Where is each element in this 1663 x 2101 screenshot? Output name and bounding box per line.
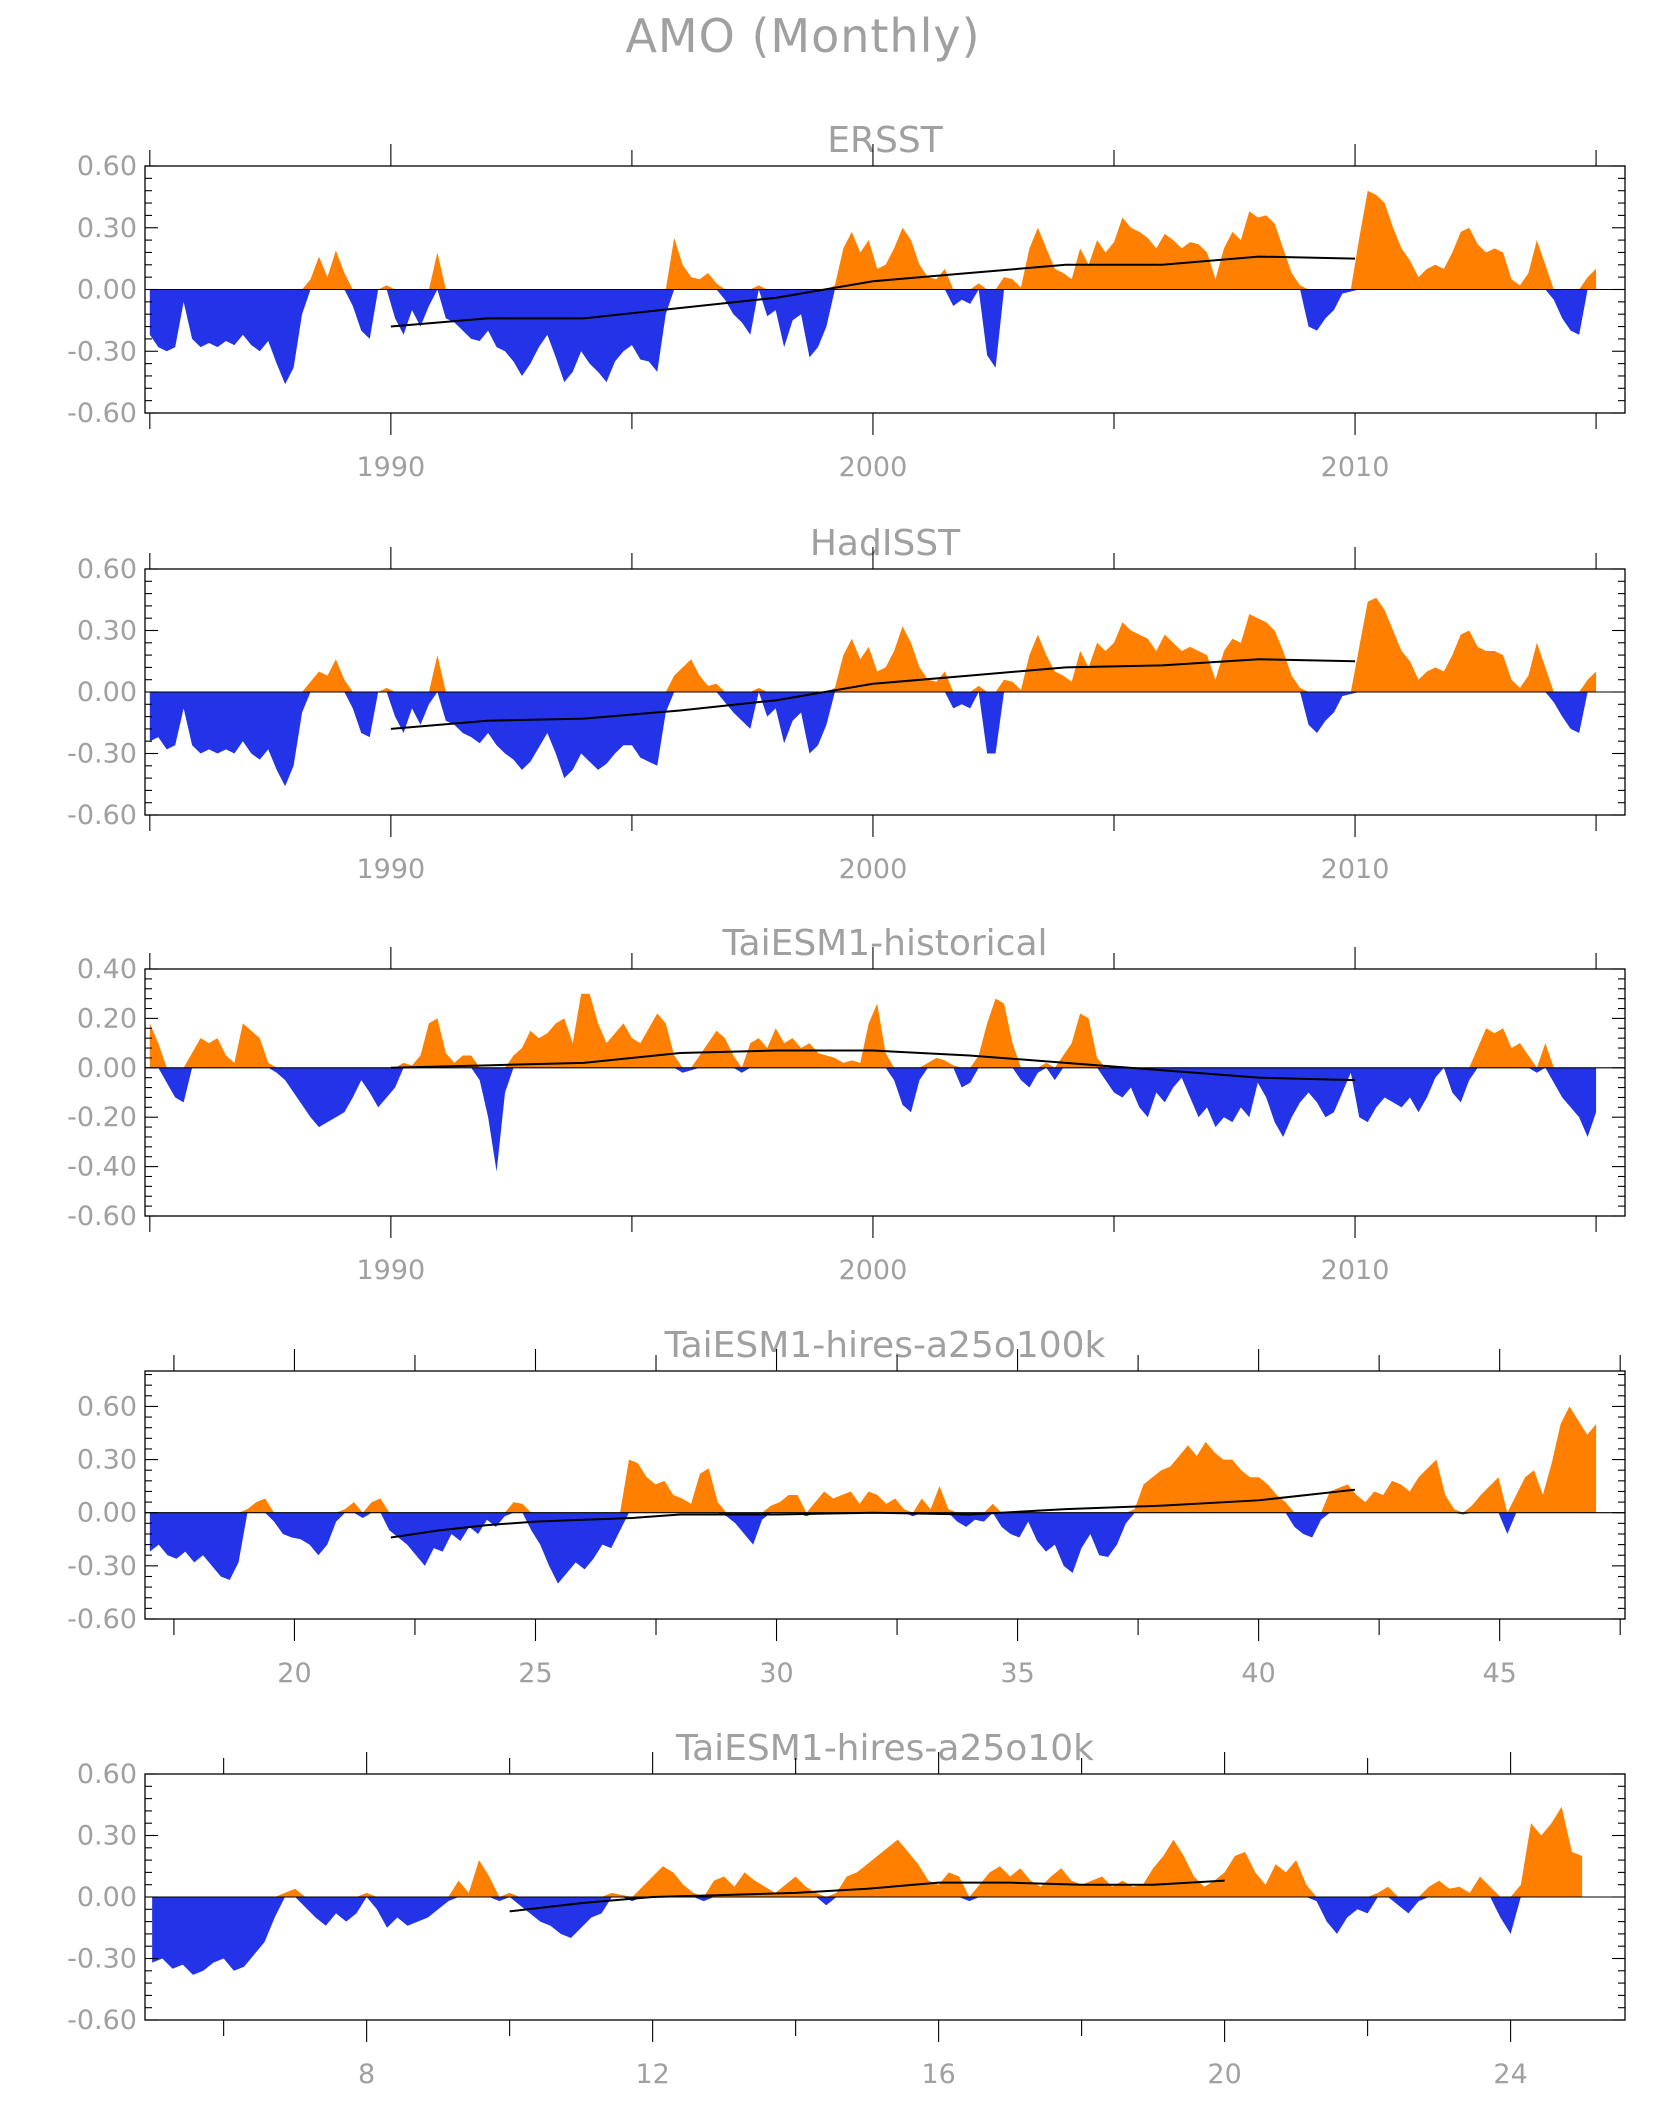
y-tick-label: -0.30: [67, 336, 137, 367]
positive-anomaly-area: [152, 1806, 1583, 1897]
y-tick-label: -0.60: [67, 800, 137, 831]
chart-panel-2: HadISST -0.60 -0.30 0.00 0.30 0.60 1990 2000 201…: [67, 523, 1626, 885]
panel-title: TaiESM1-historical: [721, 923, 1047, 964]
y-tick-label: 0.40: [77, 954, 137, 985]
x-tick-label: 45: [1482, 1658, 1516, 1689]
y-tick-label: 0.00: [77, 275, 137, 306]
y-tick-label: 0.30: [77, 1445, 137, 1476]
panel-title: ERSST: [827, 120, 943, 161]
y-tick-label: 0.60: [77, 1391, 137, 1422]
positive-anomaly-area: [149, 993, 1597, 1068]
y-tick-label: -0.60: [67, 398, 137, 429]
negative-anomaly-area: [149, 1067, 1597, 1172]
x-tick-label: 1990: [357, 1255, 426, 1286]
x-tick-label: 1990: [357, 452, 426, 483]
y-tick-label: -0.30: [67, 1551, 137, 1582]
x-tick-label: 2000: [839, 854, 908, 885]
panel-title: HadISST: [810, 523, 961, 564]
chart-panel-5: TaiESM1-hires-a25o10k -0.60 -0.30 0.00 0.30 0…: [67, 1728, 1626, 2090]
trend-line: [390, 1049, 1356, 1082]
y-tick-label: 0.60: [77, 151, 137, 182]
panel-title: TaiESM1-hires-a25o100k: [664, 1325, 1106, 1366]
y-tick-label: 0.00: [77, 1053, 137, 1084]
y-tick-label: 0.30: [77, 1821, 137, 1852]
positive-anomaly-area: [149, 1406, 1597, 1513]
x-tick-label: 30: [759, 1658, 793, 1689]
y-tick-label: -0.20: [67, 1102, 137, 1133]
x-tick-label: 16: [921, 2059, 955, 2090]
x-tick-label: 35: [1000, 1658, 1034, 1689]
x-tick-label: 8: [358, 2059, 375, 2090]
x-tick-label: 2000: [839, 452, 908, 483]
positive-anomaly-area: [149, 190, 1597, 290]
trend-line: [390, 1488, 1356, 1539]
panel-title: TaiESM1-hires-a25o10k: [675, 1728, 1094, 1769]
plot-frame: [144, 1370, 1626, 1620]
x-tick-label: 2010: [1321, 452, 1390, 483]
trend-line: [509, 1879, 1225, 1913]
y-tick-label: -0.60: [67, 1604, 137, 1635]
x-tick-label: 2010: [1321, 1255, 1390, 1286]
x-tick-label: 1990: [357, 854, 426, 885]
y-tick-label: -0.60: [67, 1201, 137, 1232]
x-tick-label: 20: [1207, 2059, 1241, 2090]
x-tick-label: 2000: [839, 1255, 908, 1286]
x-tick-label: 24: [1493, 2059, 1527, 2090]
y-tick-label: -0.30: [67, 1944, 137, 1975]
y-tick-label: 0.00: [77, 1882, 137, 1913]
y-tick-label: 0.30: [77, 213, 137, 244]
y-tick-label: 0.00: [77, 1498, 137, 1529]
y-tick-label: 0.20: [77, 1003, 137, 1034]
y-tick-label: -0.60: [67, 2005, 137, 2036]
x-tick-label: 40: [1241, 1658, 1275, 1689]
chart-panel-1: ERSST -0.60 -0.30 0.00 0.30 0.60 1990 2000 2010: [67, 120, 1626, 483]
negative-anomaly-area: [149, 1512, 1597, 1584]
x-tick-label: 25: [518, 1658, 552, 1689]
plot-frame: [144, 968, 1626, 1217]
x-tick-label: 12: [635, 2059, 669, 2090]
chart-panel-4: TaiESM1-hires-a25o100k -0.60 -0.30 0.00 0.30…: [67, 1325, 1626, 1689]
chart-panel-3: TaiESM1-historical -0.60 -0.40 -0.20 0.00 0.2…: [67, 923, 1626, 1286]
x-tick-label: 2010: [1321, 854, 1390, 885]
x-tick-label: 20: [277, 1658, 311, 1689]
positive-anomaly-area: [149, 597, 1597, 692]
y-tick-label: 0.00: [77, 677, 137, 708]
trend-line: [390, 658, 1356, 730]
y-tick-label: 0.60: [77, 554, 137, 585]
y-tick-label: -0.30: [67, 739, 137, 770]
negative-anomaly-area: [149, 289, 1597, 385]
figure-title: AMO (Monthly): [625, 9, 980, 63]
trend-line: [390, 255, 1356, 328]
negative-anomaly-area: [149, 692, 1597, 787]
y-tick-label: 0.30: [77, 616, 137, 647]
y-tick-label: 0.60: [77, 1759, 137, 1790]
y-tick-label: -0.40: [67, 1152, 137, 1183]
